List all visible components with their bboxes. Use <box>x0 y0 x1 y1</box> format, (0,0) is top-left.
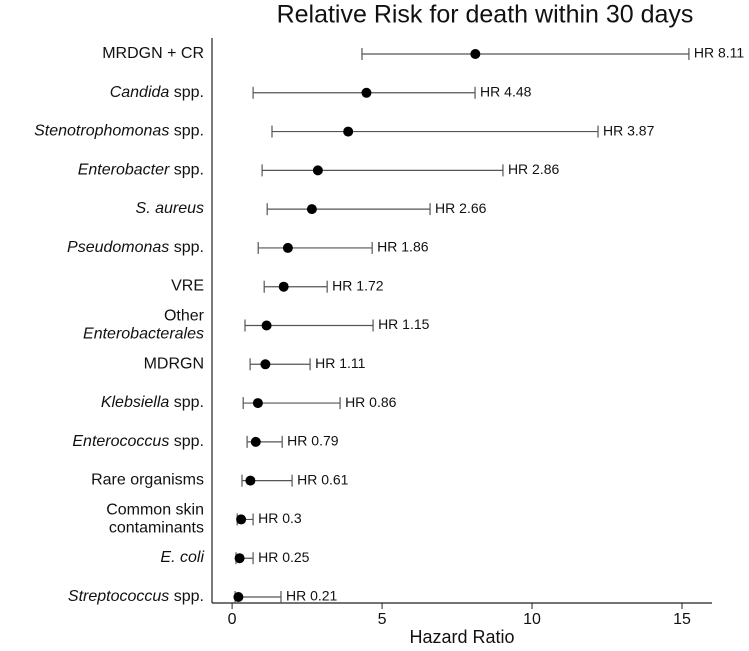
y-tick-label: Enterobacterales <box>83 326 204 343</box>
point-estimate <box>261 320 272 331</box>
x-axis-label: Hazard Ratio <box>409 627 514 647</box>
point-estimate <box>260 359 271 370</box>
label-part: Enterobacterales <box>83 326 204 343</box>
y-tick-label: Stenotrophomonas spp. <box>34 123 204 140</box>
value-label: HR 0.21 <box>286 588 338 604</box>
value-label: HR 0.86 <box>345 394 397 410</box>
point-estimate <box>306 204 317 215</box>
label-part: spp. <box>169 588 204 605</box>
label-part: MRDGN + CR <box>102 45 204 62</box>
label-part: Candida <box>110 84 170 101</box>
value-label: HR 0.25 <box>258 549 310 565</box>
label-part: Stenotrophomonas <box>34 123 169 140</box>
label-part: spp. <box>169 239 204 256</box>
point-estimate <box>233 592 244 602</box>
label-part: Other <box>164 308 205 325</box>
point-estimate <box>361 87 372 98</box>
point-estimate <box>245 475 256 486</box>
label-part: Streptococcus <box>68 588 169 605</box>
point-estimate <box>236 514 247 525</box>
x-tick-label: 5 <box>378 611 387 628</box>
value-label: HR 1.11 <box>315 355 366 371</box>
x-tick-label: 10 <box>523 611 541 628</box>
point-estimate <box>234 553 245 564</box>
label-part: S. aureus <box>136 200 204 217</box>
value-label: HR 1.72 <box>332 277 384 293</box>
y-tick-label: Common skin <box>106 502 204 519</box>
label-part: spp. <box>169 84 204 101</box>
label-part: VRE <box>171 278 204 295</box>
value-label: HR 1.15 <box>378 316 430 332</box>
point-estimate <box>312 165 323 176</box>
point-estimate <box>278 281 289 292</box>
point-estimate <box>282 242 293 253</box>
y-tick-label: Other <box>164 308 205 325</box>
y-tick-label: MRDGN + CR <box>102 45 204 62</box>
y-tick-label: Enterococcus spp. <box>72 433 204 450</box>
y-tick-label: Streptococcus spp. <box>68 588 204 605</box>
point-estimate <box>343 126 354 137</box>
y-tick-label: VRE <box>171 278 204 295</box>
label-part: spp. <box>169 123 204 140</box>
y-tick-label: contaminants <box>109 520 204 537</box>
value-label: HR 2.86 <box>508 161 560 177</box>
value-label: HR 8.11 <box>694 45 745 61</box>
value-label: HR 0.3 <box>258 510 302 526</box>
y-tick-label: Rare organisms <box>91 472 204 489</box>
y-tick-label: Klebsiella spp. <box>101 394 204 411</box>
value-label: HR 1.86 <box>377 239 429 255</box>
label-part: Common skin <box>106 502 204 519</box>
label-part: contaminants <box>109 520 204 537</box>
y-tick-label: Candida spp. <box>110 84 204 101</box>
label-part: Enterococcus <box>72 433 169 450</box>
point-estimate <box>470 49 481 59</box>
value-label: HR 0.79 <box>287 433 339 449</box>
chart-title: Relative Risk for death within 30 days <box>277 1 694 29</box>
y-tick-label: Enterobacter spp. <box>78 162 204 179</box>
value-label: HR 0.61 <box>297 471 349 487</box>
point-estimate <box>252 398 263 409</box>
y-tick-label: Pseudomonas spp. <box>67 239 204 256</box>
label-part: MDRGN <box>144 356 204 373</box>
value-label: HR 3.87 <box>603 122 655 138</box>
label-part: Enterobacter <box>78 162 170 179</box>
y-tick-label: MDRGN <box>144 356 204 373</box>
x-tick-label: 15 <box>673 611 691 628</box>
label-part: Pseudomonas <box>67 239 169 256</box>
label-part: Klebsiella <box>101 394 170 411</box>
y-tick-label: E. coli <box>160 549 204 566</box>
y-tick-label: S. aureus <box>136 200 204 217</box>
value-label: HR 2.66 <box>435 200 487 216</box>
x-tick-label: 0 <box>228 611 237 628</box>
point-estimate <box>250 436 261 447</box>
label-part: spp. <box>169 433 204 450</box>
value-label: HR 4.48 <box>480 83 532 99</box>
label-part: E. coli <box>160 549 204 566</box>
label-part: Rare organisms <box>91 472 204 489</box>
label-part: spp. <box>169 162 204 179</box>
label-part: spp. <box>169 394 204 411</box>
